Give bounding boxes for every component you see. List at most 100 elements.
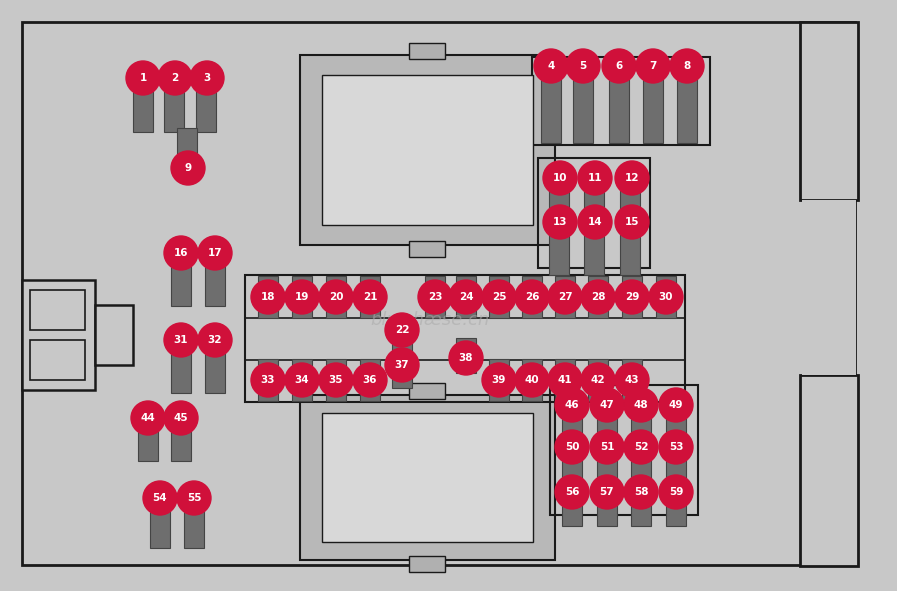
Bar <box>245 275 685 402</box>
Bar <box>258 276 278 318</box>
Circle shape <box>670 49 704 83</box>
Bar <box>456 276 476 318</box>
Bar <box>196 72 216 132</box>
Text: 42: 42 <box>591 375 605 385</box>
Circle shape <box>385 348 419 382</box>
Bar <box>205 251 225 306</box>
Circle shape <box>578 161 612 195</box>
Circle shape <box>449 341 483 375</box>
Bar <box>666 439 686 481</box>
Text: 44: 44 <box>141 413 155 423</box>
Text: 17: 17 <box>208 248 222 258</box>
Bar <box>549 213 569 275</box>
Circle shape <box>158 61 192 95</box>
Circle shape <box>615 363 649 397</box>
Text: 53: 53 <box>669 442 684 452</box>
Text: 23: 23 <box>428 292 442 302</box>
Circle shape <box>615 205 649 239</box>
Bar <box>666 484 686 526</box>
Text: 27: 27 <box>558 292 572 302</box>
Circle shape <box>285 280 319 314</box>
Bar <box>456 337 476 372</box>
Circle shape <box>555 430 589 464</box>
Bar <box>425 276 445 318</box>
Circle shape <box>624 430 658 464</box>
Text: 15: 15 <box>624 217 640 227</box>
Bar <box>205 337 225 392</box>
Bar <box>609 67 629 142</box>
Circle shape <box>543 161 577 195</box>
Text: 56: 56 <box>565 487 579 497</box>
Bar <box>631 484 651 526</box>
Text: 24: 24 <box>458 292 474 302</box>
Text: 35: 35 <box>328 375 344 385</box>
Text: 36: 36 <box>362 375 378 385</box>
Text: 28: 28 <box>591 292 605 302</box>
Bar <box>164 72 184 132</box>
Circle shape <box>515 280 549 314</box>
Bar <box>360 276 380 318</box>
Text: 25: 25 <box>492 292 506 302</box>
Circle shape <box>543 205 577 239</box>
Circle shape <box>624 475 658 509</box>
Bar <box>538 158 650 268</box>
Text: 8: 8 <box>684 61 691 71</box>
Bar <box>631 439 651 481</box>
Text: 51: 51 <box>600 442 614 452</box>
Bar <box>322 413 533 542</box>
Bar <box>584 213 604 275</box>
Bar <box>22 280 95 390</box>
Circle shape <box>177 481 211 515</box>
Bar <box>622 359 642 401</box>
Bar <box>300 395 555 560</box>
Bar <box>392 352 412 388</box>
Circle shape <box>548 280 582 314</box>
Bar <box>562 399 582 441</box>
Circle shape <box>385 313 419 347</box>
Bar <box>322 75 533 225</box>
Text: 13: 13 <box>553 217 567 227</box>
Text: 2: 2 <box>171 73 179 83</box>
Text: 46: 46 <box>565 400 579 410</box>
Bar <box>597 439 617 481</box>
Bar <box>620 167 640 229</box>
Circle shape <box>285 363 319 397</box>
Bar <box>800 22 858 200</box>
Text: 30: 30 <box>658 292 674 302</box>
Bar <box>622 276 642 318</box>
Bar <box>555 276 575 318</box>
Bar <box>292 359 312 401</box>
Circle shape <box>143 481 177 515</box>
Text: 41: 41 <box>558 375 572 385</box>
Text: 20: 20 <box>328 292 344 302</box>
Text: 10: 10 <box>553 173 567 183</box>
Bar <box>620 213 640 275</box>
Bar <box>326 276 346 318</box>
Bar <box>171 337 191 392</box>
Bar <box>409 241 445 257</box>
Text: 59: 59 <box>669 487 684 497</box>
Circle shape <box>164 401 198 435</box>
Circle shape <box>164 323 198 357</box>
Bar <box>677 67 697 142</box>
Circle shape <box>555 388 589 422</box>
Text: 26: 26 <box>525 292 539 302</box>
Bar <box>489 359 509 401</box>
Text: 31: 31 <box>174 335 188 345</box>
Circle shape <box>581 363 615 397</box>
Bar <box>184 492 204 547</box>
Text: 7: 7 <box>649 61 657 71</box>
Bar <box>800 375 858 566</box>
Text: 4: 4 <box>547 61 554 71</box>
Circle shape <box>198 323 232 357</box>
Text: 9: 9 <box>185 163 192 173</box>
Text: 50: 50 <box>565 442 579 452</box>
Circle shape <box>659 430 693 464</box>
Circle shape <box>319 363 353 397</box>
Circle shape <box>659 475 693 509</box>
Circle shape <box>624 388 658 422</box>
Circle shape <box>555 475 589 509</box>
Circle shape <box>353 363 387 397</box>
Bar <box>171 251 191 306</box>
Bar <box>597 399 617 441</box>
